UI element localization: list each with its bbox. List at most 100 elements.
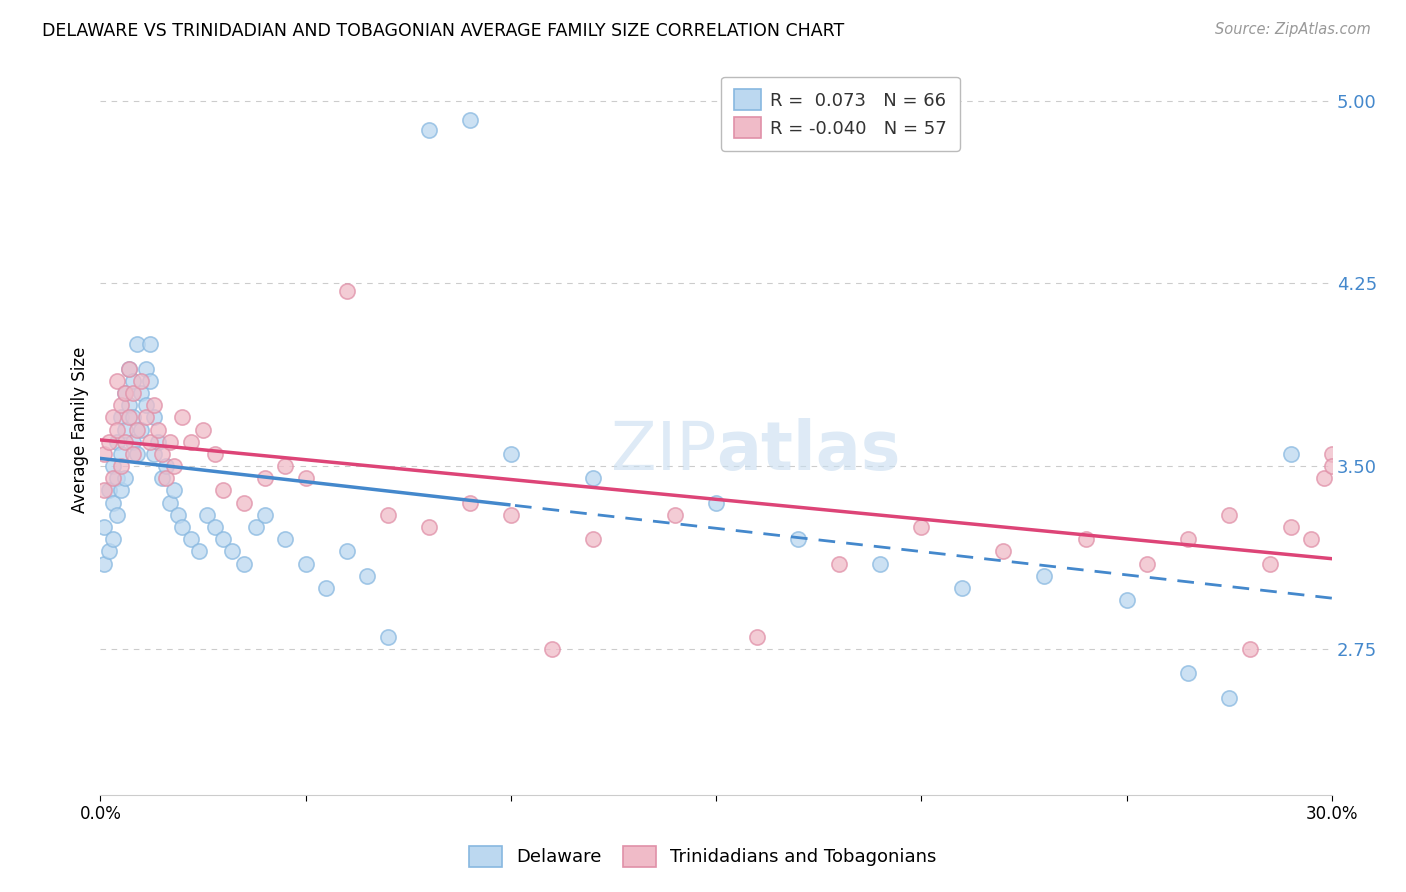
Point (150, 447, 173, 461)
Point (1115, 593, 1137, 607)
Point (221, 544, 243, 558)
Point (110, 483, 132, 498)
Point (499, 508, 522, 522)
Point (245, 520, 267, 534)
Point (118, 410, 141, 425)
Point (499, 447, 522, 461)
Point (167, 508, 190, 522)
Point (105, 423, 128, 437)
Point (910, 520, 932, 534)
Legend: R =  0.073   N = 66, R = -0.040   N = 57: R = 0.073 N = 66, R = -0.040 N = 57 (721, 77, 959, 151)
Point (274, 532, 297, 546)
Point (1136, 557, 1159, 571)
Point (101, 532, 124, 546)
Point (458, 496, 481, 510)
Point (1320, 447, 1343, 461)
Point (418, 520, 440, 534)
Point (1320, 459, 1343, 474)
Point (541, 641, 564, 656)
Point (114, 423, 136, 437)
Point (336, 544, 359, 558)
Point (146, 434, 169, 449)
Point (1218, 508, 1240, 522)
Point (110, 447, 132, 461)
Point (204, 520, 226, 534)
Point (294, 471, 316, 485)
Point (138, 337, 160, 351)
Point (97, 434, 120, 449)
Point (101, 459, 124, 474)
Point (101, 471, 124, 485)
Point (105, 471, 128, 485)
Point (253, 508, 276, 522)
Point (122, 434, 145, 449)
Point (704, 496, 727, 510)
Point (105, 508, 128, 522)
Point (828, 557, 851, 571)
Point (582, 532, 605, 546)
Point (180, 434, 202, 449)
Point (105, 374, 128, 388)
Point (110, 398, 132, 412)
Point (356, 568, 378, 582)
Point (377, 630, 399, 644)
Point (142, 398, 165, 412)
Point (1177, 532, 1199, 546)
Point (191, 423, 214, 437)
Point (159, 434, 181, 449)
Text: ZIP: ZIP (610, 418, 716, 484)
Point (118, 361, 141, 376)
Point (274, 459, 297, 474)
Y-axis label: Average Family Size: Average Family Size (72, 346, 89, 513)
Point (127, 337, 149, 351)
Point (93, 520, 115, 534)
Point (127, 447, 149, 461)
Text: DELAWARE VS TRINIDADIAN AND TOBAGONIAN AVERAGE FAMILY SIZE CORRELATION CHART: DELAWARE VS TRINIDADIAN AND TOBAGONIAN A… (42, 22, 845, 40)
Point (134, 361, 156, 376)
Point (377, 508, 399, 522)
Point (1218, 690, 1240, 705)
Point (187, 544, 209, 558)
Point (1301, 532, 1323, 546)
Point (315, 581, 337, 595)
Point (122, 386, 145, 401)
Point (142, 410, 165, 425)
Point (118, 361, 141, 376)
Point (1033, 568, 1056, 582)
Point (1258, 557, 1281, 571)
Point (253, 471, 276, 485)
Point (418, 123, 440, 137)
Point (101, 410, 124, 425)
Point (97, 544, 120, 558)
Point (1074, 532, 1097, 546)
Point (204, 447, 226, 461)
Point (294, 557, 316, 571)
Point (1312, 471, 1334, 485)
Legend: Delaware, Trinidadians and Tobagonians: Delaware, Trinidadians and Tobagonians (460, 837, 946, 876)
Point (869, 557, 891, 571)
Point (172, 410, 194, 425)
Point (747, 630, 769, 644)
Point (97, 483, 120, 498)
Point (233, 557, 256, 571)
Point (114, 471, 136, 485)
Point (93, 447, 115, 461)
Point (1177, 666, 1199, 681)
Point (134, 410, 156, 425)
Point (146, 423, 169, 437)
Point (159, 496, 181, 510)
Point (118, 398, 141, 412)
Point (105, 434, 128, 449)
Point (993, 544, 1015, 558)
Point (122, 447, 145, 461)
Point (195, 508, 218, 522)
Point (150, 471, 173, 485)
Point (582, 471, 605, 485)
Text: Source: ZipAtlas.com: Source: ZipAtlas.com (1215, 22, 1371, 37)
Point (336, 284, 359, 298)
Point (233, 496, 256, 510)
Point (114, 434, 136, 449)
Point (155, 459, 177, 474)
Point (212, 532, 235, 546)
Point (458, 113, 481, 128)
